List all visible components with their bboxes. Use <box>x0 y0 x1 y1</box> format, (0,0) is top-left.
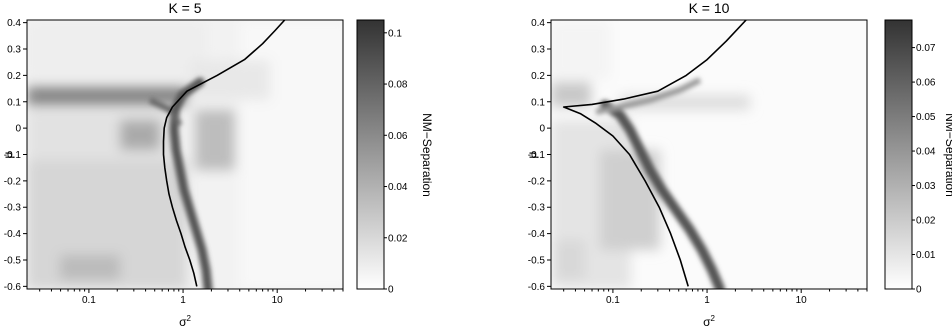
x-axis: 0.1 1 10 <box>39 289 344 306</box>
y-tick-label: 0.3 <box>531 45 545 56</box>
colorbar-tick-label: 0.03 <box>916 181 936 192</box>
x-tick-label: 1 <box>180 295 186 306</box>
colorbar-tick-label: 0.06 <box>916 78 936 89</box>
x-tick-label: 10 <box>796 295 808 306</box>
colorbar-axis: 0 0.01 0.02 0.03 0.04 0.05 0.06 0.07 <box>912 43 936 296</box>
y-tick-label: 0.3 <box>7 45 21 56</box>
x-tick-label: 0.1 <box>82 295 96 306</box>
colorbar-tick-label: 0.08 <box>388 80 408 91</box>
colorbar-tick-label: 0.05 <box>916 112 936 123</box>
y-axis: -0.6 -0.5 -0.4 -0.3 -0.2 -0.1 0 0.1 0.2 0.3 0.4 <box>528 18 551 293</box>
y-axis: -0.6 -0.5 -0.4 -0.3 -0.2 -0.1 0 0.1 0.2 0.3 0.4 <box>4 18 27 293</box>
y-tick-label: 0.1 <box>531 97 545 108</box>
x-tick-label: 10 <box>272 295 284 306</box>
y-tick-label: 0.2 <box>7 71 21 82</box>
colorbar <box>356 19 385 290</box>
x-tick-label: 0.1 <box>606 295 620 306</box>
y-tick-label: -0.2 <box>4 176 22 187</box>
colorbar-tick-label: 0.01 <box>916 250 936 261</box>
chart-title: K = 5 <box>168 0 201 16</box>
colorbar-tick-label: 0 <box>916 285 922 296</box>
y-tick-label: 0.1 <box>7 97 21 108</box>
overlay <box>562 20 747 287</box>
y-tick-label: 0 <box>539 124 545 135</box>
colorbar-axis: 0 0.02 0.04 0.06 0.08 0.1 <box>384 28 408 296</box>
heatmap-field <box>551 20 867 289</box>
x-tick-label: 1 <box>704 295 710 306</box>
colorbar-tick-label: 0.02 <box>388 233 408 244</box>
colorbar <box>884 19 913 290</box>
colorbar-tick-label: 0.1 <box>388 28 402 39</box>
y-tick-label: 0 <box>15 124 21 135</box>
y-axis-label: μ <box>1 151 15 158</box>
y-tick-label: -0.5 <box>528 255 546 266</box>
y-tick-label: -0.3 <box>528 203 546 214</box>
colorbar-tick-label: 0.02 <box>916 216 936 227</box>
colorbar-tick-label: 0.07 <box>916 43 936 54</box>
colorbar-tick-label: 0 <box>388 285 394 296</box>
x-axis: 0.1 1 10 <box>563 289 868 306</box>
y-tick-label: -0.3 <box>4 203 22 214</box>
x-axis-label: σ2 <box>179 314 191 329</box>
y-tick-label: -0.6 <box>4 282 22 293</box>
colorbar-label: NM−Separation <box>420 113 434 197</box>
boundary-curve <box>562 20 747 287</box>
y-axis-label: μ <box>525 151 539 158</box>
y-tick-label: -0.4 <box>4 229 22 240</box>
y-tick-label: -0.4 <box>528 229 546 240</box>
colorbar-tick-label: 0.04 <box>916 147 936 158</box>
y-tick-label: -0.1 <box>528 150 546 161</box>
y-tick-label: -0.6 <box>528 282 546 293</box>
chart-title: K = 10 <box>689 0 730 16</box>
overlay <box>162 20 286 287</box>
colorbar-tick-label: 0.06 <box>388 131 408 142</box>
panel-k5: K = 5 -0.6 -0.5 -0.4 -0.3 -0.2 -0.1 0 0.1 0.2 0.3… <box>1 0 434 329</box>
colorbar-label: NM−Separation <box>943 113 952 197</box>
x-axis-label: σ2 <box>703 314 715 329</box>
y-tick-label: 0.4 <box>7 18 21 29</box>
colorbar-tick-label: 0.04 <box>388 182 408 193</box>
y-tick-label: 0.2 <box>531 71 545 82</box>
y-tick-label: -0.5 <box>4 255 22 266</box>
panel-k10: K = 10 -0.6 -0.5 -0.4 -0.3 -0.2 -0.1 0 0.1 0.2 0.… <box>525 0 952 329</box>
y-tick-label: -0.2 <box>528 176 546 187</box>
y-tick-label: -0.1 <box>4 150 22 161</box>
y-tick-label: 0.4 <box>531 18 545 29</box>
boundary-curve <box>162 20 286 287</box>
heatmap-field <box>27 20 343 289</box>
